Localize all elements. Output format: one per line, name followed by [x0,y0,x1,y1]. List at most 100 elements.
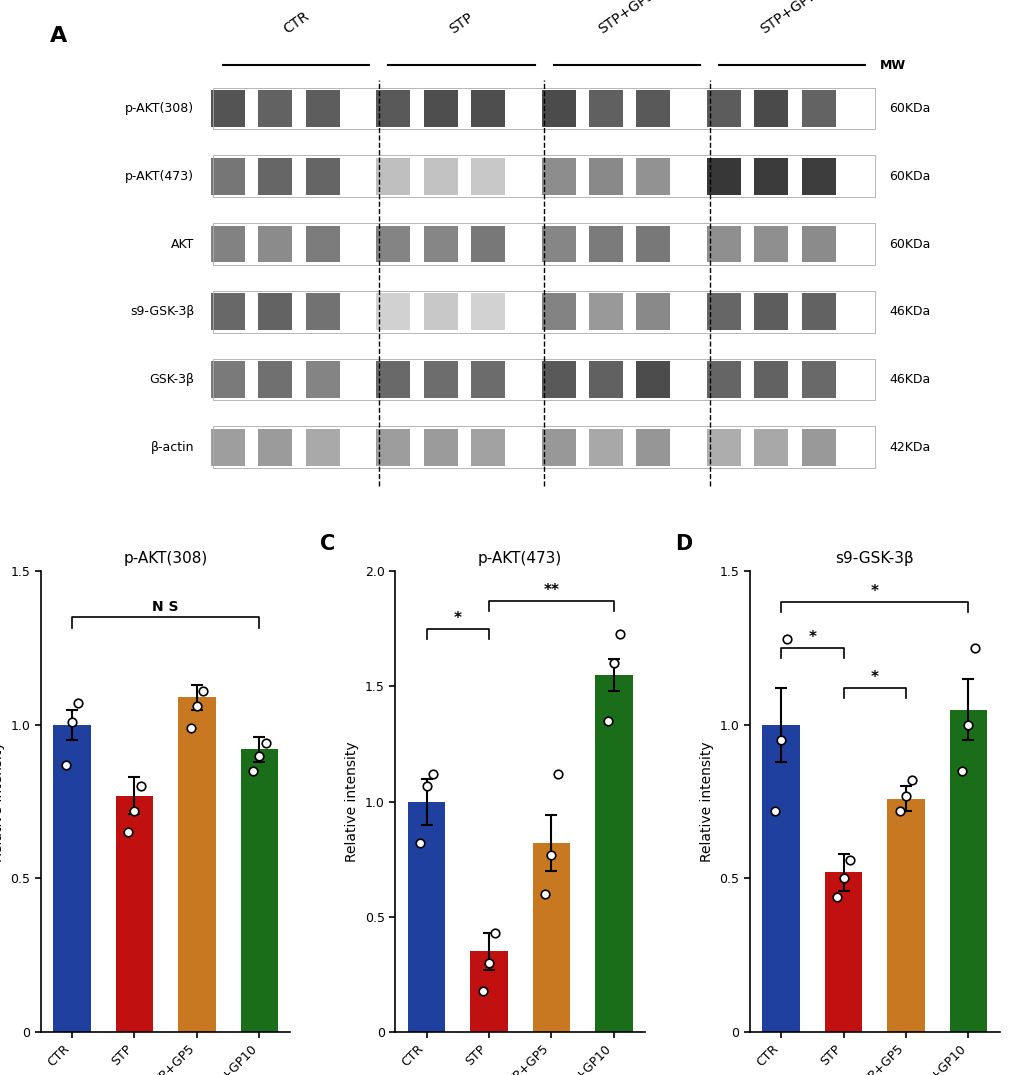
Bar [887,799,924,1032]
Point [126,802,143,819]
Y-axis label: Relative intensity: Relative intensity [0,742,5,862]
Bar [471,226,504,262]
Text: s9-GSK-3β: s9-GSK-3β [129,305,194,318]
Bar [471,158,504,195]
Title: p-AKT(308): p-AKT(308) [123,551,208,565]
Text: *: * [870,584,878,599]
Point [132,777,149,794]
Bar [589,226,623,262]
Y-axis label: Relative intensity: Relative intensity [345,742,359,862]
Bar [636,90,669,127]
Bar [211,90,245,127]
Bar [949,710,986,1032]
Point [182,719,199,736]
Bar [211,226,245,262]
Bar [801,158,835,195]
Bar [423,361,458,398]
Bar [376,429,410,465]
Text: D: D [675,534,692,555]
Bar [211,361,245,398]
Bar [211,429,245,465]
Bar [594,675,632,1032]
Text: **: ** [543,584,558,598]
Bar [258,90,292,127]
Bar [306,158,339,195]
Point [189,698,205,715]
Point [828,888,845,905]
Bar [423,429,458,465]
Bar [589,361,623,398]
Text: GSK-3β: GSK-3β [149,373,194,386]
Bar [754,158,788,195]
Point [543,846,559,863]
Bar [213,359,874,400]
Bar [636,226,669,262]
Point [70,694,87,712]
Bar [589,90,623,127]
Text: C: C [320,534,335,555]
Bar [115,796,153,1032]
Bar [306,90,339,127]
Point [474,981,490,999]
Bar [258,429,292,465]
Bar [258,361,292,398]
Bar [178,698,215,1032]
Bar [471,90,504,127]
Point [766,802,783,819]
Text: N S: N S [152,600,178,614]
Point [605,655,622,672]
Bar [801,429,835,465]
Text: A: A [50,26,67,46]
Bar [376,361,410,398]
Point [599,713,615,730]
Bar [636,361,669,398]
Text: p-AKT(473): p-AKT(473) [125,170,194,183]
Text: MW: MW [878,58,905,72]
Bar [754,429,788,465]
Bar [258,226,292,262]
Bar [408,802,445,1032]
Bar [213,156,874,197]
Bar [213,291,874,332]
Bar [532,843,570,1032]
Bar [754,293,788,330]
Point [536,885,552,902]
Point [772,732,789,749]
Bar [376,226,410,262]
Bar [471,361,504,398]
Point [120,823,137,841]
Bar [706,429,741,465]
Bar [258,293,292,330]
Text: STP: STP [446,10,476,35]
Bar [423,226,458,262]
Bar [53,725,91,1032]
Bar [213,427,874,468]
Bar [471,293,504,330]
Bar [589,429,623,465]
Bar [636,158,669,195]
Point [966,640,982,657]
Point [418,777,434,794]
Text: 42KDa: 42KDa [889,441,929,454]
Bar [754,361,788,398]
Point [959,716,975,733]
Bar [471,429,504,465]
Y-axis label: Relative intensity: Relative intensity [699,742,713,862]
Text: CTR: CTR [280,9,311,35]
Bar [211,158,245,195]
Point [424,765,440,783]
Bar [306,226,339,262]
Bar [376,293,410,330]
Title: p-AKT(473): p-AKT(473) [478,551,561,565]
Text: 60KDa: 60KDa [889,170,929,183]
Bar [706,361,741,398]
Bar [541,158,576,195]
Bar [541,293,576,330]
Point [257,734,273,751]
Bar [423,293,458,330]
Bar [636,429,669,465]
Point [245,762,261,779]
Point [779,630,795,647]
Text: 60KDa: 60KDa [889,102,929,115]
Bar [706,158,741,195]
